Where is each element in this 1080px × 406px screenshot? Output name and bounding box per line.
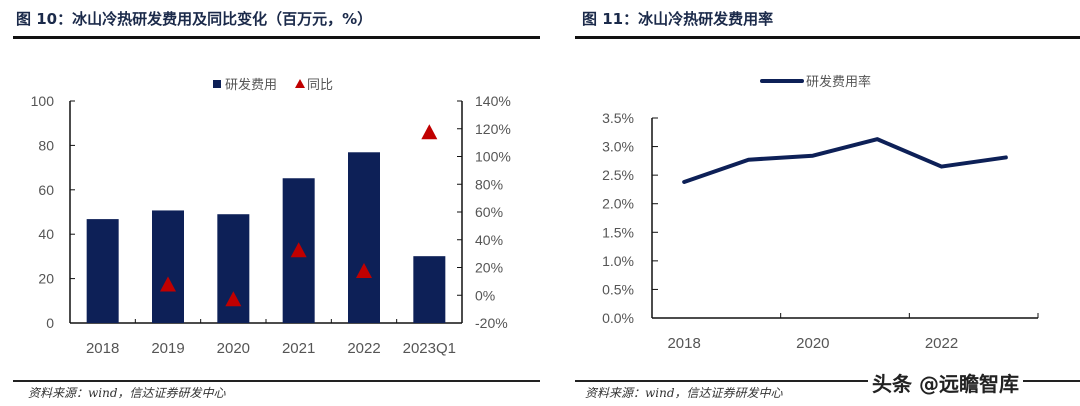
right-y-tick-label: 60% bbox=[475, 204, 503, 220]
y-tick-label: 3.5% bbox=[602, 110, 634, 126]
legend-triangle-label: 同比 bbox=[307, 77, 333, 92]
y-tick-label: 0.5% bbox=[602, 281, 634, 297]
left-y-tick-label: 80 bbox=[38, 137, 54, 153]
right-footer-rule bbox=[575, 380, 1080, 382]
triangle-yoy-marker bbox=[356, 262, 372, 278]
right-y-tick-label: 20% bbox=[475, 260, 503, 276]
right-y-tick-label: 40% bbox=[475, 232, 503, 248]
left-footer-rule bbox=[13, 380, 540, 382]
x-tick-label: 2018 bbox=[86, 340, 119, 357]
y-tick-label: 3.0% bbox=[602, 139, 634, 155]
x-tick-label: 2021 bbox=[282, 340, 315, 357]
x-tick-label: 2022 bbox=[925, 335, 958, 352]
bar-rd-expense bbox=[86, 219, 119, 323]
triangle-yoy-marker bbox=[160, 276, 176, 292]
left-y-tick-label: 100 bbox=[31, 93, 55, 109]
right-y-tick-label: 0% bbox=[475, 287, 495, 303]
left-y-tick-label: 60 bbox=[38, 182, 54, 198]
bar-rd-expense bbox=[152, 210, 184, 323]
x-tick-label: 2019 bbox=[151, 340, 184, 357]
bar-rd-expense bbox=[413, 256, 446, 323]
y-tick-label: 0.0% bbox=[602, 310, 634, 326]
left-y-tick-label: 20 bbox=[38, 271, 54, 287]
right-title-rule bbox=[575, 36, 1080, 39]
triangle-yoy-marker bbox=[421, 124, 438, 140]
right-y-tick-label: 120% bbox=[475, 121, 511, 137]
x-tick-label: 2020 bbox=[217, 340, 250, 357]
left-chart-title: 图 10：冰山冷热研发费用及同比变化（百万元，%） bbox=[16, 10, 373, 28]
left-title-rule bbox=[13, 36, 540, 39]
left-source-note: 资料来源：wind，信达证券研发中心 bbox=[28, 386, 226, 400]
left-y-tick-label: 0 bbox=[46, 315, 54, 331]
right-y-tick-label: 100% bbox=[475, 149, 511, 165]
x-tick-label: 2018 bbox=[667, 335, 700, 352]
x-tick-label: 2022 bbox=[347, 340, 380, 357]
x-tick-label: 2020 bbox=[796, 335, 829, 352]
legend-triangle-swatch bbox=[295, 79, 305, 88]
right-y-tick-label: 140% bbox=[475, 93, 511, 109]
right-chart-title: 图 11：冰山冷热研发费用率 bbox=[582, 10, 774, 28]
x-tick-label: 2023Q1 bbox=[403, 340, 456, 357]
y-tick-label: 2.0% bbox=[602, 196, 634, 212]
right-y-tick-label: -20% bbox=[475, 315, 508, 331]
triangle-yoy-marker bbox=[225, 291, 242, 307]
legend-line-label: 研发费用率 bbox=[806, 74, 871, 89]
right-y-tick-label: 80% bbox=[475, 176, 503, 192]
legend-bar-label: 研发费用 bbox=[225, 77, 277, 92]
line-rd-expense-rate bbox=[682, 137, 1008, 184]
y-tick-label: 2.5% bbox=[602, 167, 634, 183]
right-source-note: 资料来源：wind，信达证券研发中心 bbox=[585, 386, 783, 400]
bar-rd-expense bbox=[217, 214, 250, 323]
legend-bar-swatch bbox=[213, 80, 221, 88]
left-y-tick-label: 40 bbox=[38, 226, 54, 242]
watermark: 头条 @远瞻智库 bbox=[868, 368, 1023, 397]
y-tick-label: 1.0% bbox=[602, 253, 634, 269]
y-tick-label: 1.5% bbox=[602, 224, 634, 240]
bar-rd-expense bbox=[348, 152, 380, 323]
triangle-yoy-marker bbox=[290, 242, 307, 258]
